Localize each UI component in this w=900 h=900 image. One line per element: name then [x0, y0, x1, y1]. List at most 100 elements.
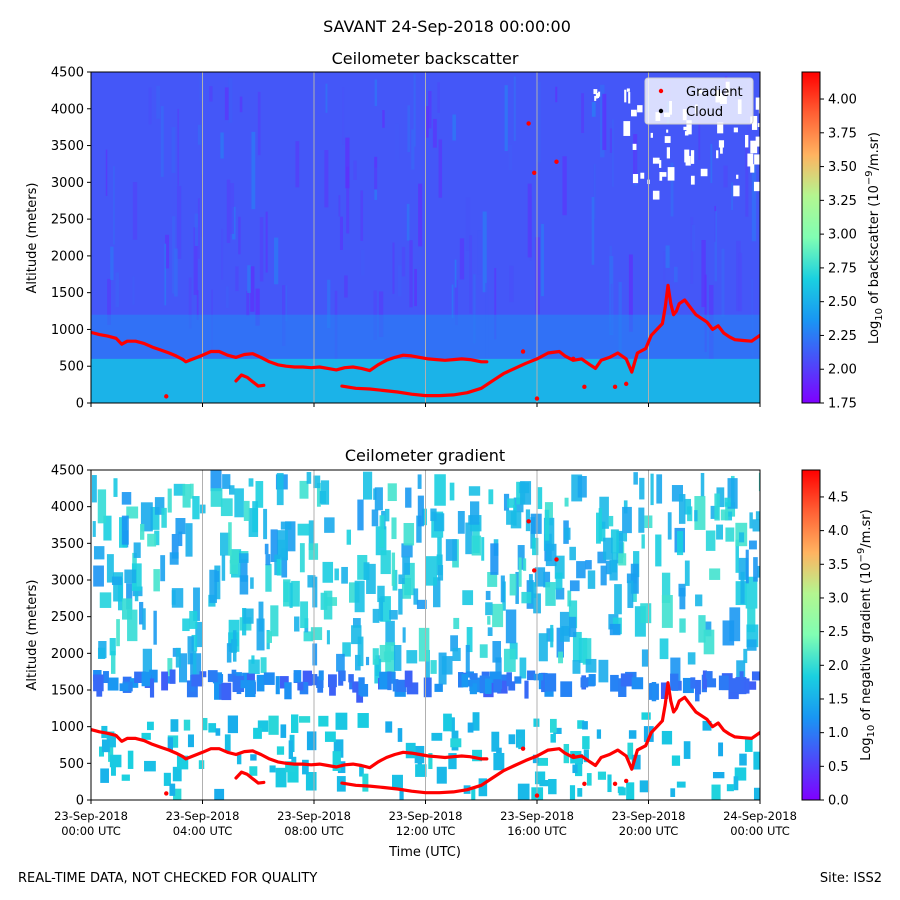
gradient-band-cell [711, 784, 721, 800]
gradient-patch [324, 517, 335, 533]
backscatter-streak [513, 76, 516, 141]
gradient-band-cell [236, 752, 242, 765]
x-tick-label-date: 23-Sep-2018 [500, 809, 574, 823]
gradient-patch [714, 493, 720, 521]
gradient-patch [240, 559, 248, 582]
gradient-patch [312, 576, 318, 608]
gradient-band-cell [479, 675, 490, 694]
gradient-band-cell [183, 719, 191, 731]
gradient-patch [538, 633, 548, 662]
missing-pixel [736, 174, 739, 179]
gradient-band-cell [670, 673, 679, 691]
gradient-patch [391, 552, 396, 586]
gradient-point [624, 381, 629, 387]
gradient-band-cell [541, 672, 546, 693]
backscatter-streak [738, 252, 743, 312]
gradient-patch [297, 523, 310, 536]
gradient-patch [495, 657, 502, 684]
missing-pixel [598, 91, 601, 97]
gradient-band-cell [302, 759, 309, 775]
x-tick-label-date: 23-Sep-2018 [389, 809, 463, 823]
gradient-band-cell [702, 720, 712, 731]
gradient-patch [529, 582, 537, 599]
gradient-patch [263, 508, 268, 540]
backscatter-streak [295, 141, 300, 188]
gradient-patch [569, 580, 580, 592]
gradient-patch [417, 474, 422, 489]
gradient-band-cell [127, 750, 134, 769]
gradient-patch [316, 482, 321, 507]
gradient-band-cell [242, 672, 249, 684]
top-colorbar-label: Log10 of backscatter (10−9/m.sr) [864, 132, 885, 344]
backscatter-streak [555, 86, 558, 103]
gradient-patch [228, 522, 232, 556]
missing-pixel [593, 89, 596, 95]
gradient-band-cell [582, 736, 590, 750]
backscatter-streak [482, 211, 487, 293]
gradient-patch [187, 636, 194, 665]
gradient-patch [210, 488, 223, 507]
missing-pixel [637, 105, 643, 113]
gradient-patch [140, 502, 153, 532]
gradient-patch [729, 607, 741, 642]
y-tick-label: 3000 [51, 176, 84, 191]
gradient-patch [374, 487, 383, 511]
colorbar-tick-label: 1.75 [828, 397, 857, 412]
missing-pixel [623, 121, 631, 136]
gradient-patch [638, 507, 645, 533]
figure-suptitle: SAVANT 24-Sep-2018 00:00:00 [323, 17, 571, 36]
backscatter-streak [674, 266, 678, 283]
gradient-patch [505, 609, 517, 644]
backscatter-streak [665, 245, 670, 268]
backscatter-streak [148, 87, 152, 125]
bottom-vertical-gridlines [202, 470, 649, 800]
gradient-bands [93, 669, 760, 800]
gradient-band-cell [497, 678, 508, 694]
gradient-band-cell [231, 669, 237, 677]
missing-pixel [632, 173, 639, 184]
gradient-band-cell [173, 788, 182, 800]
gradient-band-cell [651, 681, 657, 702]
legend: Gradient Cloud [644, 77, 754, 125]
gradient-patch [349, 582, 360, 603]
colorbar-tick-label: 3.50 [828, 160, 857, 175]
gradient-patch [153, 569, 160, 592]
gradient-band-cell [457, 672, 464, 688]
colorbar-tick-label: 0.0 [828, 794, 849, 809]
x-tick-label-date: 23-Sep-2018 [54, 809, 128, 823]
backscatter-streak [409, 240, 413, 308]
gradient-band-cell [305, 771, 317, 791]
gradient-patch [161, 507, 167, 528]
gradient-point [526, 519, 531, 524]
bottom-chart-title: Ceilometer gradient [345, 446, 505, 465]
gradient-band-cell [491, 731, 500, 752]
backscatter-streak [382, 110, 385, 128]
gradient-patch [585, 658, 597, 673]
gradient-patch [488, 489, 494, 505]
gradient-patch [192, 496, 200, 520]
backscatter-streak [164, 243, 167, 306]
gradient-band-cell [249, 766, 258, 776]
gradient-band-cell [397, 728, 403, 742]
gradient-patch [323, 590, 333, 620]
gradient-patch [117, 578, 123, 611]
gradient-band-cell [207, 670, 218, 683]
backscatter-streak [220, 132, 224, 159]
backscatter-streak [132, 276, 135, 305]
gradient-patch [341, 566, 348, 584]
top-x-ticks [90, 403, 761, 407]
gradient-patch [173, 483, 186, 496]
y-tick-label: 2500 [51, 610, 84, 625]
backscatter-streak [432, 118, 437, 148]
gradient-patch [655, 534, 662, 567]
gradient-patch [222, 474, 231, 489]
gradient-patch [598, 659, 609, 683]
gradient-patch [466, 627, 473, 653]
gradient-band-cell [161, 671, 169, 691]
gradient-patch [127, 609, 138, 642]
gradient-patch [248, 659, 260, 675]
gradient-band-cell [387, 671, 392, 691]
backscatter-streak [107, 278, 111, 325]
gradient-band-cell [500, 674, 508, 681]
gradient-patch [371, 509, 379, 527]
